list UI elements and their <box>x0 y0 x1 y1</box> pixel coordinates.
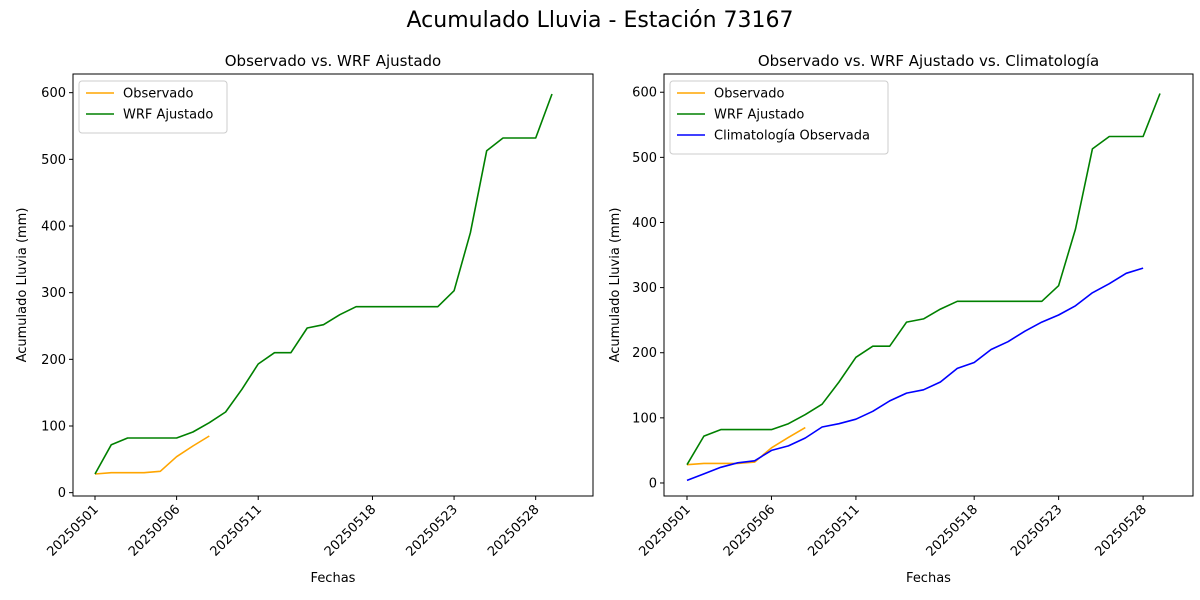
series-line-wrf-ajustado <box>94 93 553 475</box>
x-axis-label: Fechas <box>906 571 951 586</box>
series-line-observado <box>686 426 806 466</box>
chart-title: Observado vs. WRF Ajustado <box>225 52 441 70</box>
y-tick-label: 500 <box>632 151 657 166</box>
y-tick-label: 400 <box>41 220 66 235</box>
y-axis-label: Acumulado Lluvia (mm) <box>608 208 623 363</box>
x-tick-label: 20250506 <box>126 502 183 559</box>
y-tick-label: 400 <box>632 216 657 231</box>
x-tick-label: 20250511 <box>208 502 265 559</box>
legend-label-climatologia-observada: Climatología Observada <box>714 129 870 144</box>
figure-title: Acumulado Lluvia - Estación 73167 <box>406 8 794 33</box>
y-tick-label: 300 <box>41 286 66 301</box>
legend-label-wrf-ajustado: WRF Ajustado <box>714 108 804 123</box>
legend-box <box>78 80 228 134</box>
legend: Observado WRF Ajustado <box>78 80 228 134</box>
y-tick-label: 200 <box>632 346 657 361</box>
y-axis-label: Acumulado Lluvia (mm) <box>15 208 30 363</box>
y-tick-label: 600 <box>632 86 657 101</box>
x-tick-label: 20250523 <box>404 502 461 559</box>
y-tick-label: 0 <box>649 476 657 491</box>
x-tick-label: 20250528 <box>1093 502 1150 559</box>
plot-frame <box>663 73 1194 497</box>
x-tick-label: 20250523 <box>1008 502 1065 559</box>
x-tick-label: 20250528 <box>485 502 542 559</box>
series-line-observado <box>94 435 210 475</box>
x-tick-label: 20250501 <box>44 502 101 559</box>
x-tick-label: 20250501 <box>636 502 693 559</box>
chart-title: Observado vs. WRF Ajustado vs. Climatolo… <box>758 52 1099 70</box>
y-tick-label: 100 <box>632 411 657 426</box>
chart-observado-vs-wrf-vs-climatologia: Observado vs. WRF Ajustado vs. Climatolo… <box>608 52 1194 586</box>
plot-frame <box>72 73 594 497</box>
legend-label-wrf-ajustado: WRF Ajustado <box>123 108 213 123</box>
y-tick-label: 300 <box>632 281 657 296</box>
chart-observado-vs-wrf: Observado vs. WRF Ajustado 0 100 200 300 400 5… <box>15 52 594 586</box>
y-tick-label: 0 <box>58 486 66 501</box>
y-tick-label: 200 <box>41 353 66 368</box>
legend-box <box>669 80 889 155</box>
y-tick-label: 100 <box>41 420 66 435</box>
y-tick-label: 600 <box>41 86 66 101</box>
x-tick-label: 20250506 <box>721 502 778 559</box>
x-axis-label: Fechas <box>311 571 356 586</box>
x-tick-label: 20250518 <box>924 502 981 559</box>
legend-label-observado: Observado <box>714 87 785 102</box>
legend: Observado WRF Ajustado Climatología Observ… <box>669 80 889 155</box>
y-tick-label: 500 <box>41 153 66 168</box>
series-line-wrf-ajustado <box>686 93 1161 466</box>
x-tick-label: 20250511 <box>805 502 862 559</box>
series-line-climatologia-observada <box>686 267 1144 482</box>
x-tick-label: 20250518 <box>322 502 379 559</box>
legend-label-observado: Observado <box>123 87 194 102</box>
